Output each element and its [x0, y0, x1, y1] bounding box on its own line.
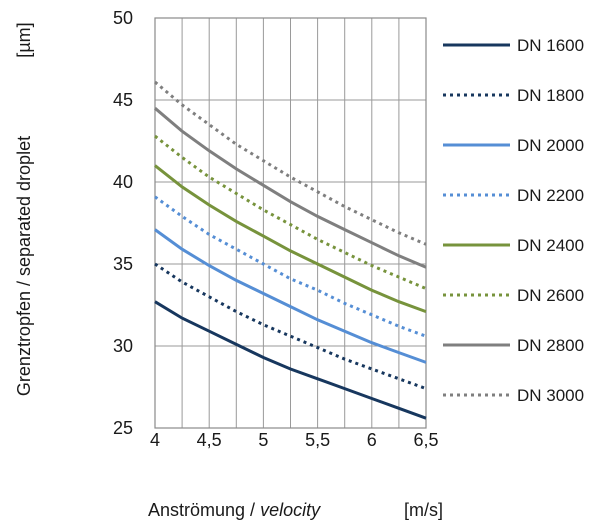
series-line-dn-3000 — [154, 80, 427, 246]
y-tick-label: 45 — [113, 90, 133, 110]
legend-label: DN 2200 — [517, 186, 584, 205]
x-tick-label: 4,5 — [197, 430, 222, 450]
legend-item: DN 2200 — [443, 186, 584, 205]
x-axis-title-prefix: Anströmung / — [148, 500, 260, 520]
legend-item: DN 2800 — [443, 336, 584, 355]
x-tick-label: 6,5 — [413, 430, 438, 450]
y-axis-unit: [µm] — [14, 22, 34, 57]
y-axis-ticks: 25 30 35 40 45 50 — [113, 8, 133, 438]
series-line-dn-2400 — [154, 164, 427, 314]
x-tick-label: 6 — [367, 430, 377, 450]
y-tick-label: 35 — [113, 254, 133, 274]
legend-label: DN 3000 — [517, 386, 584, 405]
legend: DN 1600 DN 1800 DN 2000 DN 2200 DN 2400 DN 26… — [443, 36, 584, 405]
x-tick-label: 4 — [150, 430, 160, 450]
legend-label: DN 2600 — [517, 286, 584, 305]
x-axis-unit: [m/s] — [404, 500, 443, 520]
legend-item: DN 3000 — [443, 386, 584, 405]
legend-label: DN 2400 — [517, 236, 584, 255]
x-tick-label: 5 — [258, 430, 268, 450]
legend-item: DN 1600 — [443, 36, 584, 55]
y-tick-label: 40 — [113, 172, 133, 192]
legend-label: DN 1800 — [517, 86, 584, 105]
y-tick-label: 30 — [113, 336, 133, 356]
y-tick-label: 50 — [113, 8, 133, 28]
legend-item: DN 2600 — [443, 286, 584, 305]
legend-label: DN 1600 — [517, 36, 584, 55]
legend-label: DN 2800 — [517, 336, 584, 355]
series-line-dn-2000 — [154, 228, 427, 364]
series-line-dn-1600 — [154, 300, 427, 420]
legend-label: DN 2000 — [517, 136, 584, 155]
series-line-dn-2800 — [154, 107, 427, 269]
x-axis-ticks: 4 4,5 5 5,5 6 6,5 — [150, 430, 439, 450]
y-tick-label: 25 — [113, 418, 133, 438]
series-lines — [154, 80, 427, 420]
x-axis-title-italic: velocity — [260, 500, 321, 520]
legend-item: DN 1800 — [443, 86, 584, 105]
x-axis-title: Anströmung / velocity — [148, 500, 321, 520]
legend-item: DN 2400 — [443, 236, 584, 255]
x-tick-label: 5,5 — [305, 430, 330, 450]
y-axis-title: Grenztropfen / separated droplet — [14, 136, 34, 396]
legend-item: DN 2000 — [443, 136, 584, 155]
series-line-dn-2600 — [154, 134, 427, 290]
plot-frame — [154, 17, 427, 429]
